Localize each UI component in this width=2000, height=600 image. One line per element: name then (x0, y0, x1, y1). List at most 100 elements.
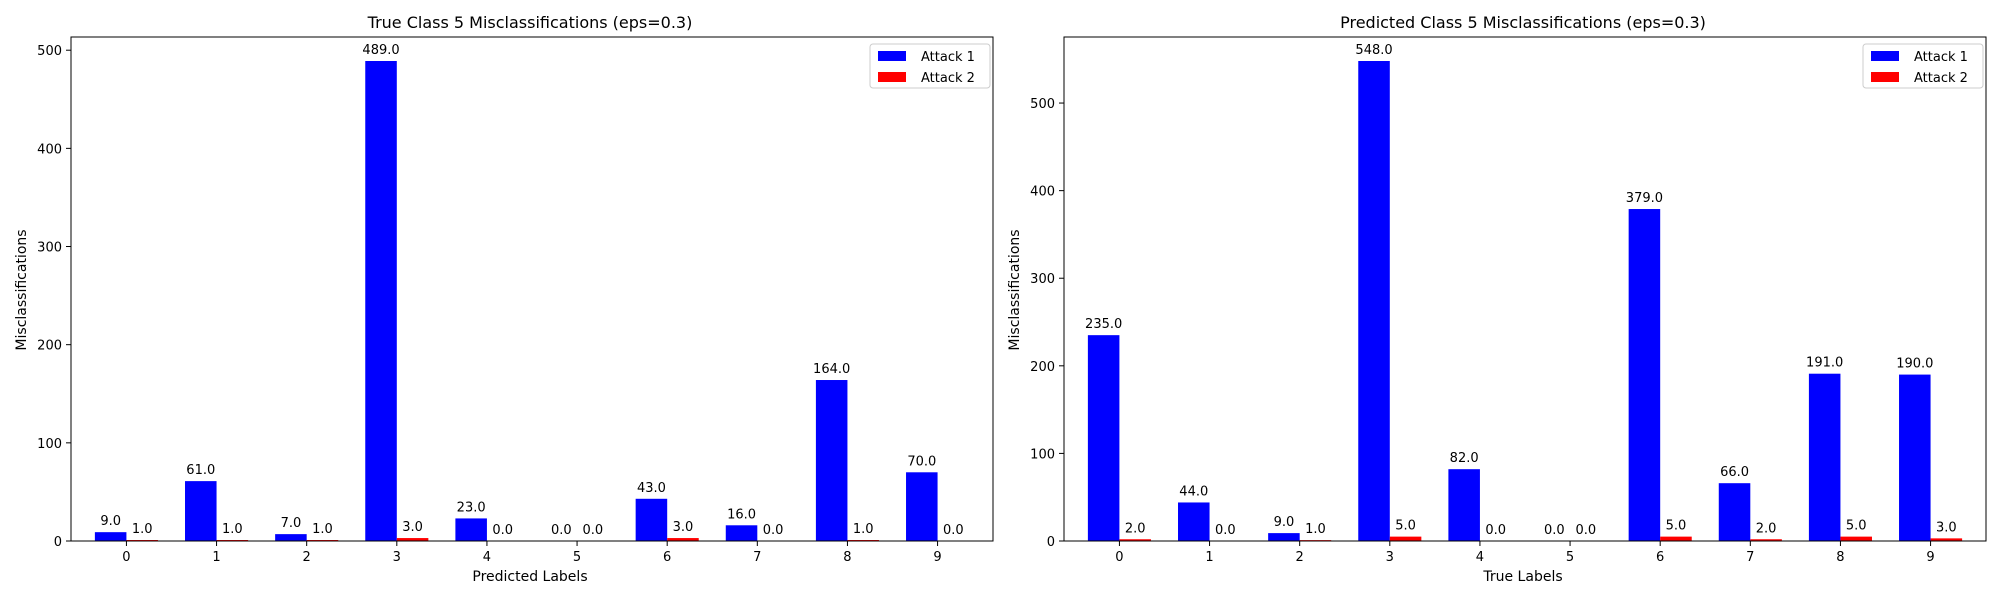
bar-attack-2-cat-8 (1840, 536, 1872, 541)
x-tick-label: 2 (1296, 550, 1304, 565)
bar-attack-1-cat-3 (365, 61, 397, 541)
y-axis-label: Misclassifications (14, 229, 30, 350)
data-label: 16.0 (727, 507, 756, 522)
data-label: 489.0 (362, 43, 399, 58)
bar-attack-1-cat-2 (1268, 533, 1300, 541)
x-tick-label: 1 (1205, 550, 1213, 565)
data-label: 3.0 (1936, 520, 1957, 535)
data-label: 0.0 (1544, 523, 1565, 538)
bar-attack-2-cat-3 (396, 538, 429, 541)
bar-attack-1-cat-7 (725, 525, 758, 541)
data-label: 70.0 (907, 454, 936, 469)
chart-title: Predicted Class 5 Misclassifications (ep… (1340, 13, 1706, 32)
y-tick-label: 400 (37, 142, 62, 157)
y-tick-label: 500 (37, 44, 62, 59)
data-label: 23.0 (457, 500, 486, 515)
chart-title: True Class 5 Misclassifications (eps=0.3… (367, 13, 693, 32)
legend-label-attack-1: Attack 1 (1914, 50, 1968, 65)
data-label: 548.0 (1355, 43, 1392, 58)
bar-attack-1-cat-8 (815, 380, 848, 541)
bar-attack-2-cat-7 (1750, 539, 1782, 541)
x-tick-label: 6 (1656, 550, 1664, 565)
y-tick-label: 300 (37, 241, 62, 256)
x-tick-label: 0 (122, 550, 130, 565)
bar-attack-2-cat-0 (1119, 539, 1151, 541)
data-label: 1.0 (1305, 522, 1326, 537)
x-axis-label: Predicted Labels (472, 569, 587, 585)
data-label: 2.0 (1756, 521, 1777, 536)
bar-attack-2-cat-6 (1660, 536, 1692, 541)
x-tick-label: 0 (1115, 550, 1123, 565)
chart-true-class-5: True Class 5 Misclassifications (eps=0.3… (14, 13, 994, 585)
data-label: 3.0 (402, 520, 423, 535)
y-tick-label: 100 (37, 437, 62, 452)
x-tick-label: 6 (663, 550, 671, 565)
data-label: 5.0 (1395, 519, 1416, 534)
data-label: 0.0 (943, 523, 964, 538)
legend: Attack 1 Attack 2 (869, 43, 991, 89)
data-label: 235.0 (1085, 317, 1122, 332)
x-tick-label: 7 (753, 550, 761, 565)
data-label: 61.0 (186, 463, 215, 478)
x-tick-label: 5 (573, 550, 581, 565)
y-tick-label: 0 (54, 535, 62, 550)
y-tick-label: 200 (37, 339, 62, 354)
x-tick-label: 8 (1836, 550, 1844, 565)
data-label: 5.0 (1666, 519, 1687, 534)
x-tick-label: 3 (1386, 550, 1394, 565)
data-label: 82.0 (1450, 451, 1479, 466)
bar-attack-1-cat-1 (185, 481, 217, 541)
bar-attack-1-cat-4 (455, 518, 487, 541)
data-label: 7.0 (281, 516, 302, 531)
legend-label-attack-2: Attack 2 (1914, 71, 1968, 86)
data-label: 1.0 (312, 522, 333, 537)
bar-attack-2-cat-9 (1930, 538, 1963, 541)
data-label: 0.0 (582, 523, 603, 538)
data-label: 43.0 (637, 481, 666, 496)
bar-attack-1-cat-6 (1628, 209, 1661, 541)
y-tick-label: 100 (1030, 447, 1055, 462)
bar-attack-1-cat-6 (635, 498, 668, 541)
data-label: 164.0 (813, 362, 850, 377)
bar-attack-1-cat-4 (1448, 469, 1480, 541)
bar-attack-1-cat-9 (906, 472, 938, 541)
data-label: 9.0 (1274, 515, 1295, 530)
y-tick-label: 0 (1047, 535, 1055, 550)
data-label: 190.0 (1896, 357, 1933, 372)
data-label: 191.0 (1806, 356, 1843, 371)
data-label: 0.0 (1215, 523, 1236, 538)
y-tick-label: 400 (1030, 185, 1055, 200)
bar-attack-1-cat-3 (1358, 61, 1390, 541)
data-label: 5.0 (1846, 519, 1867, 534)
data-label: 0.0 (551, 523, 572, 538)
legend-label-attack-1: Attack 1 (921, 50, 975, 65)
y-tick-label: 200 (1030, 360, 1055, 375)
legend-swatch-attack-2 (1871, 72, 1899, 82)
data-label: 9.0 (100, 514, 121, 529)
bar-attack-1-cat-0 (94, 532, 127, 541)
legend-swatch-attack-1 (878, 51, 906, 61)
data-label: 3.0 (673, 520, 694, 535)
x-tick-label: 7 (1746, 550, 1754, 565)
legend: Attack 1 Attack 2 (1862, 43, 1984, 89)
data-label: 0.0 (763, 523, 784, 538)
x-tick-label: 9 (933, 550, 941, 565)
plot-area: 9.061.07.0489.023.00.043.016.0164.070.01… (37, 36, 994, 565)
data-label: 1.0 (222, 522, 243, 537)
data-label: 2.0 (1125, 521, 1146, 536)
axes-frame (70, 36, 994, 542)
data-label: 0.0 (492, 523, 513, 538)
x-tick-label: 9 (1926, 550, 1934, 565)
x-tick-label: 4 (1476, 550, 1484, 565)
data-label: 0.0 (1485, 523, 1506, 538)
chart-predicted-class-5: Predicted Class 5 Misclassifications (ep… (1007, 13, 1987, 585)
bar-attack-1-cat-0 (1087, 335, 1120, 541)
x-axis-label: True Labels (1482, 569, 1562, 585)
data-label: 1.0 (132, 522, 153, 537)
bar-attack-2-cat-3 (1389, 536, 1422, 541)
x-tick-label: 5 (1566, 550, 1574, 565)
y-tick-label: 500 (1030, 97, 1055, 112)
x-tick-label: 3 (393, 550, 401, 565)
